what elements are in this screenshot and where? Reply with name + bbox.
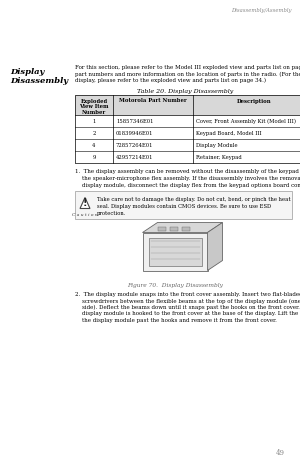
Text: Keypad Board, Model III: Keypad Board, Model III [196,131,262,136]
Text: Disassembly/Assembly: Disassembly/Assembly [232,8,292,13]
Text: the display module past the hooks and remove it from the front cover.: the display module past the hooks and re… [75,317,277,322]
Text: !: ! [83,197,87,207]
Text: part numbers and more information on the location of parts in the radio. (For th: part numbers and more information on the… [75,71,300,76]
Text: 2: 2 [92,131,96,136]
Text: 9: 9 [92,155,96,160]
Text: Retainer, Keypad: Retainer, Keypad [196,155,242,160]
Bar [182,227,190,231]
Text: Number: Number [82,109,106,114]
Text: 49: 49 [276,448,285,456]
Text: Exploded: Exploded [80,98,108,103]
Text: the speaker-microphone flex assembly. If the disassembly involves the removal of: the speaker-microphone flex assembly. If… [75,175,300,181]
Text: Cover, Front Assembly Kit (Model III): Cover, Front Assembly Kit (Model III) [196,119,296,124]
Polygon shape [142,223,223,233]
Text: Display: Display [10,68,44,76]
Text: For this section, please refer to the Model III exploded view and parts list on : For this section, please refer to the Mo… [75,65,300,70]
Text: Display Module: Display Module [196,143,238,148]
Text: Table 20. Display Disassembly: Table 20. Display Disassembly [137,89,233,94]
Text: C a u t i o n: C a u t i o n [72,213,98,217]
Text: display, please refer to the exploded view and parts list on page 34.): display, please refer to the exploded vi… [75,78,266,83]
Text: Description: Description [237,98,271,103]
Text: display module is hooked to the front cover at the base of the display. Lift the: display module is hooked to the front co… [75,311,300,316]
Text: 2.  The display module snaps into the front cover assembly. Insert two flat-blad: 2. The display module snaps into the fro… [75,291,300,296]
Text: View Item: View Item [79,104,109,109]
Bar [158,227,166,231]
Polygon shape [208,223,223,271]
Bar [75,95,300,163]
Text: protection.: protection. [97,211,126,216]
Text: Disassembly: Disassembly [10,77,68,85]
Text: seal. Display modules contain CMOS devices. Be sure to use ESD: seal. Display modules contain CMOS devic… [97,204,271,208]
Bar [169,227,178,231]
Text: 72857264E01: 72857264E01 [116,143,154,148]
Text: 1.  The display assembly can be removed without the disassembly of the keypad bo: 1. The display assembly can be removed w… [75,169,300,174]
Text: display module, disconnect the display flex from the keypad options board connec: display module, disconnect the display f… [75,182,300,187]
Bar [148,238,202,266]
Text: Take care not to damage the display. Do not cut, bend, or pinch the heat: Take care not to damage the display. Do … [97,197,291,201]
Text: Motorola Part Number: Motorola Part Number [119,98,187,103]
Text: 42957214E01: 42957214E01 [116,155,154,160]
Text: screwdrivers between the flexible beams at the top of the display module (one on: screwdrivers between the flexible beams … [75,298,300,303]
Text: Figure 70.  Display Disassembly: Figure 70. Display Disassembly [127,282,223,288]
Text: 01839946E01: 01839946E01 [116,131,154,136]
Bar [75,95,300,115]
Text: 1: 1 [92,119,96,124]
Text: 15857346E01: 15857346E01 [116,119,154,124]
Polygon shape [80,198,90,209]
Text: side). Deflect the beams down until it snaps past the hooks on the front cover. : side). Deflect the beams down until it s… [75,304,300,310]
Polygon shape [142,233,208,271]
Bar [75,192,292,219]
Text: 4: 4 [92,143,96,148]
